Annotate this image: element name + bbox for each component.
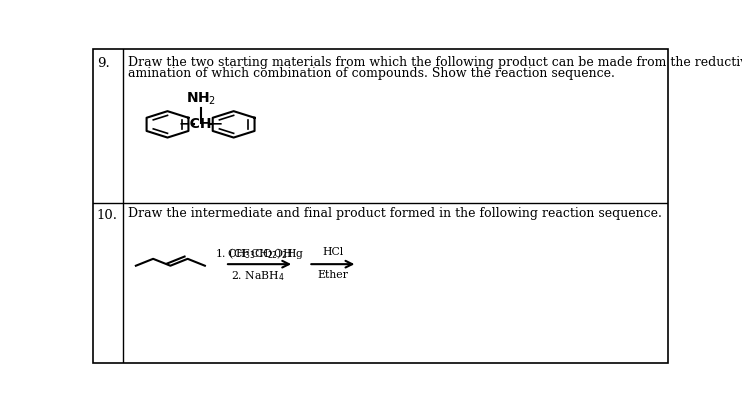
- Text: amination of which combination of compounds. Show the reaction sequence.: amination of which combination of compou…: [128, 67, 615, 80]
- Text: CH$_3$CH$_2$OH: CH$_3$CH$_2$OH: [226, 247, 292, 261]
- Text: Draw the two starting materials from which the following product can be made fro: Draw the two starting materials from whi…: [128, 56, 742, 69]
- Text: 9.: 9.: [96, 57, 110, 70]
- Text: NH$_2$: NH$_2$: [186, 91, 216, 107]
- Text: Ether: Ether: [318, 270, 348, 280]
- Text: −CH−: −CH−: [178, 118, 223, 131]
- Text: 1. (CF$_3$CO$_2$)$_2$Hg: 1. (CF$_3$CO$_2$)$_2$Hg: [215, 246, 304, 261]
- Text: 10.: 10.: [96, 208, 118, 222]
- Text: HCl: HCl: [322, 247, 344, 257]
- Text: Draw the intermediate and final product formed in the following reaction sequenc: Draw the intermediate and final product …: [128, 207, 663, 220]
- Text: 2. NaBH$_4$: 2. NaBH$_4$: [231, 269, 285, 283]
